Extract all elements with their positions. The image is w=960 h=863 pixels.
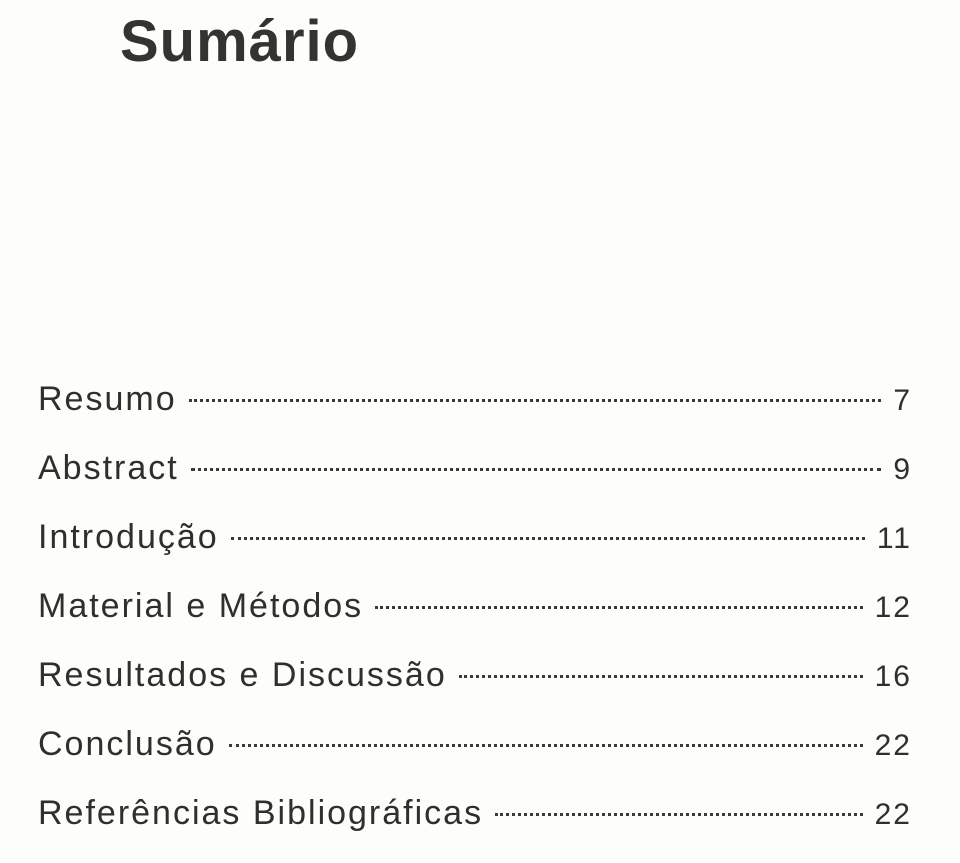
dot-leader [189, 399, 882, 402]
toc-page-number: 16 [867, 660, 912, 694]
dot-leader [495, 813, 863, 816]
page-title: Sumário [120, 8, 359, 75]
toc-entry: Resultados e Discussão 16 [38, 656, 912, 695]
table-of-contents: Resumo 7 Abstract 9 Introdução 11 Materi… [38, 380, 912, 863]
toc-entry: Referências Bibliográficas 22 [38, 794, 912, 833]
toc-label: Introdução [38, 518, 227, 557]
toc-entry: Conclusão 22 [38, 725, 912, 764]
toc-page-number: 22 [867, 729, 912, 763]
toc-entry: Abstract 9 [38, 449, 912, 488]
toc-page-number: 7 [885, 384, 912, 418]
toc-page-number: 9 [885, 453, 912, 487]
toc-entry: Resumo 7 [38, 380, 912, 419]
toc-entry: Introdução 11 [38, 518, 912, 557]
dot-leader [375, 606, 862, 609]
toc-page-number: 22 [867, 798, 912, 832]
dot-leader [191, 468, 882, 471]
toc-entry: Material e Métodos 12 [38, 587, 912, 626]
dot-leader [459, 675, 863, 678]
document-page: Sumário Resumo 7 Abstract 9 Introdução 1… [0, 0, 960, 839]
dot-leader [231, 537, 865, 540]
toc-label: Referências Bibliográficas [38, 794, 491, 833]
dot-leader [229, 744, 863, 747]
toc-label: Resumo [38, 380, 185, 419]
toc-page-number: 11 [869, 522, 912, 556]
toc-page-number: 12 [867, 591, 912, 625]
toc-label: Material e Métodos [38, 587, 371, 626]
toc-label: Resultados e Discussão [38, 656, 455, 695]
toc-label: Conclusão [38, 725, 225, 764]
toc-label: Abstract [38, 449, 187, 488]
